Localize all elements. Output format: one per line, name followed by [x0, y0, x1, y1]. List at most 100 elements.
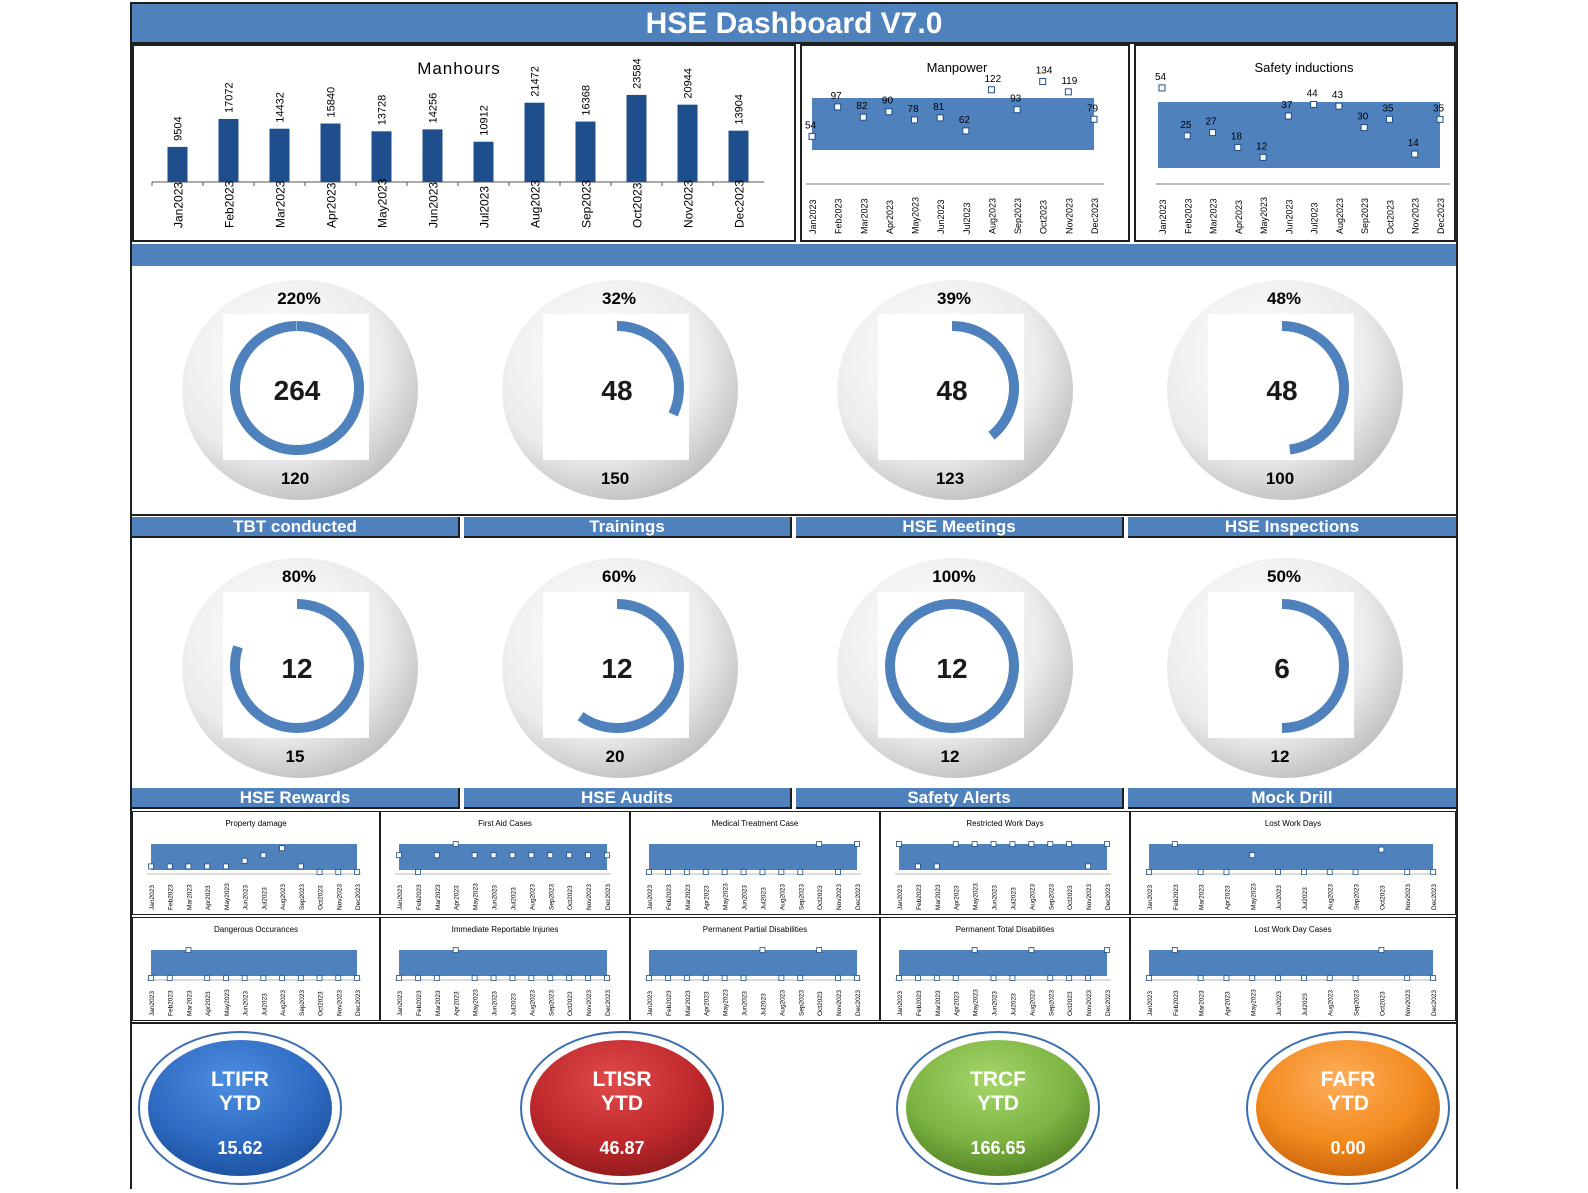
data-label: 18 — [1231, 131, 1243, 142]
bar — [269, 128, 290, 182]
data-point — [585, 975, 591, 981]
tick-label: Dec2023 — [355, 990, 362, 1016]
mini-chart-title: Lost Work Day Cases — [1254, 925, 1331, 934]
data-point — [702, 869, 709, 875]
data-point — [952, 975, 959, 981]
tick-label: Jul2023 — [1302, 887, 1309, 910]
data-label: 35 — [1382, 103, 1394, 114]
data-point — [859, 113, 867, 121]
tick-label: Mar2023 — [935, 990, 942, 1016]
tick-label: Jan2023 — [1158, 199, 1168, 234]
data-point — [415, 975, 421, 981]
manhours-panel: Manhours 9504 Jan2023 17072 Feb2023 14432 Mar2… — [132, 44, 796, 242]
tick-label: Oct2023 — [1385, 200, 1395, 234]
gauge-target: 20 — [606, 747, 625, 766]
row1-gauge: 32% 48 150 — [495, 272, 745, 512]
data-point — [279, 845, 285, 852]
tick-label: Sep2023 — [548, 884, 555, 910]
data-point — [1047, 975, 1054, 981]
tick-label: Aug2023 — [1328, 990, 1335, 1016]
data-label: 25 — [1180, 120, 1192, 131]
data-point — [1223, 869, 1230, 875]
plot-band — [1149, 950, 1433, 976]
data-point — [185, 863, 192, 870]
tick-label: Aug2023 — [1029, 884, 1036, 910]
gauge-value: 12 — [601, 653, 632, 684]
gauge-percent: 32% — [602, 289, 636, 308]
data-point — [509, 975, 516, 981]
tick-label: Jul2023 — [478, 186, 492, 228]
data-point — [1259, 153, 1267, 161]
tick-label: Feb2023 — [168, 990, 175, 1016]
tick-label: Aug2023 — [529, 180, 543, 228]
data-point — [1404, 869, 1411, 875]
kpi-disc — [530, 1040, 714, 1176]
tick-label: May2023 — [911, 197, 921, 234]
gauge-value: 48 — [936, 375, 967, 406]
gauge-value: 6 — [1274, 653, 1290, 684]
tick-label: Oct2023 — [318, 885, 325, 910]
data-point — [354, 975, 360, 981]
data-point — [835, 869, 841, 875]
data-point — [204, 863, 211, 870]
data-point — [1430, 869, 1436, 875]
tick-label: Dec2023 — [1090, 198, 1100, 234]
inductions-panel: Safety inductions 54 Jan2023 25 Feb2023 27 Mar… — [1134, 44, 1456, 242]
data-point — [604, 852, 610, 859]
tick-label: Mar2023 — [859, 198, 869, 234]
data-point — [1171, 841, 1178, 847]
gauge-percent: 100% — [932, 567, 975, 586]
tick-label: Jan2023 — [647, 991, 654, 1016]
mini-chart-title: Medical Treatment Case — [712, 819, 799, 828]
data-label: 16368 — [581, 85, 593, 116]
data-label: 134 — [1036, 66, 1053, 77]
data-point — [646, 975, 652, 981]
tick-label: Sep2023 — [299, 884, 306, 910]
tick-label: Jul2023 — [261, 887, 268, 910]
tick-label: Aug2023 — [1029, 990, 1036, 1016]
row1-gauge: 39% 48 123 — [830, 272, 1080, 512]
tick-label: Jul2023 — [1302, 993, 1309, 1016]
tick-label: Sep2023 — [1354, 884, 1361, 910]
gauge-value: 48 — [1266, 375, 1297, 406]
data-point — [1310, 100, 1318, 108]
data-label: 97 — [831, 91, 843, 102]
mini-chart-panel: Lost Work Days Jan2023 Feb2023 Mar2023 Apr20… — [1130, 811, 1456, 915]
chart-title: Manpower — [927, 60, 988, 75]
mini-chart-panel: Permanent Partial Disabilities Jan2023 Feb… — [630, 917, 880, 1021]
tick-label: Oct2023 — [567, 885, 574, 910]
tick-label: Oct2023 — [1067, 991, 1074, 1016]
tick-label: May2023 — [473, 989, 480, 1016]
tick-label: Aug2023 — [280, 884, 287, 910]
tick-label: May2023 — [723, 989, 730, 1016]
tick-label: Dec2023 — [605, 990, 612, 1016]
tick-label: Feb2023 — [416, 884, 423, 910]
data-point — [1158, 84, 1166, 92]
tick-label: Sep2023 — [1013, 198, 1023, 234]
mini-chart-title: Lost Work Days — [1265, 819, 1321, 828]
tick-label: Feb2023 — [666, 884, 673, 910]
gauge-arc — [1281, 321, 1349, 455]
data-point — [1404, 975, 1411, 981]
tick-label: Apr2023 — [1234, 200, 1244, 234]
data-point — [915, 975, 921, 981]
data-point — [987, 86, 995, 94]
gauge-target: 120 — [281, 469, 309, 488]
tick-label: Mar2023 — [186, 884, 193, 910]
kpi-trcf: TRCF YTD 166.65 — [893, 1028, 1103, 1188]
data-point — [1039, 78, 1047, 86]
data-point — [1326, 975, 1333, 981]
data-point — [1028, 947, 1035, 953]
kpi-row — [132, 1022, 1456, 1189]
data-point — [148, 975, 154, 981]
tick-label: Oct2023 — [631, 182, 645, 228]
tick-label: Sep2023 — [299, 990, 306, 1016]
data-point — [1090, 115, 1098, 123]
row1-gauge: 48% 48 100 — [1160, 272, 1410, 512]
data-point — [223, 863, 229, 870]
kpi-period: YTD — [977, 1092, 1019, 1115]
data-point — [1104, 841, 1110, 847]
data-label: 90 — [882, 96, 894, 107]
data-point — [604, 975, 610, 981]
gauge-percent: 80% — [282, 567, 316, 586]
